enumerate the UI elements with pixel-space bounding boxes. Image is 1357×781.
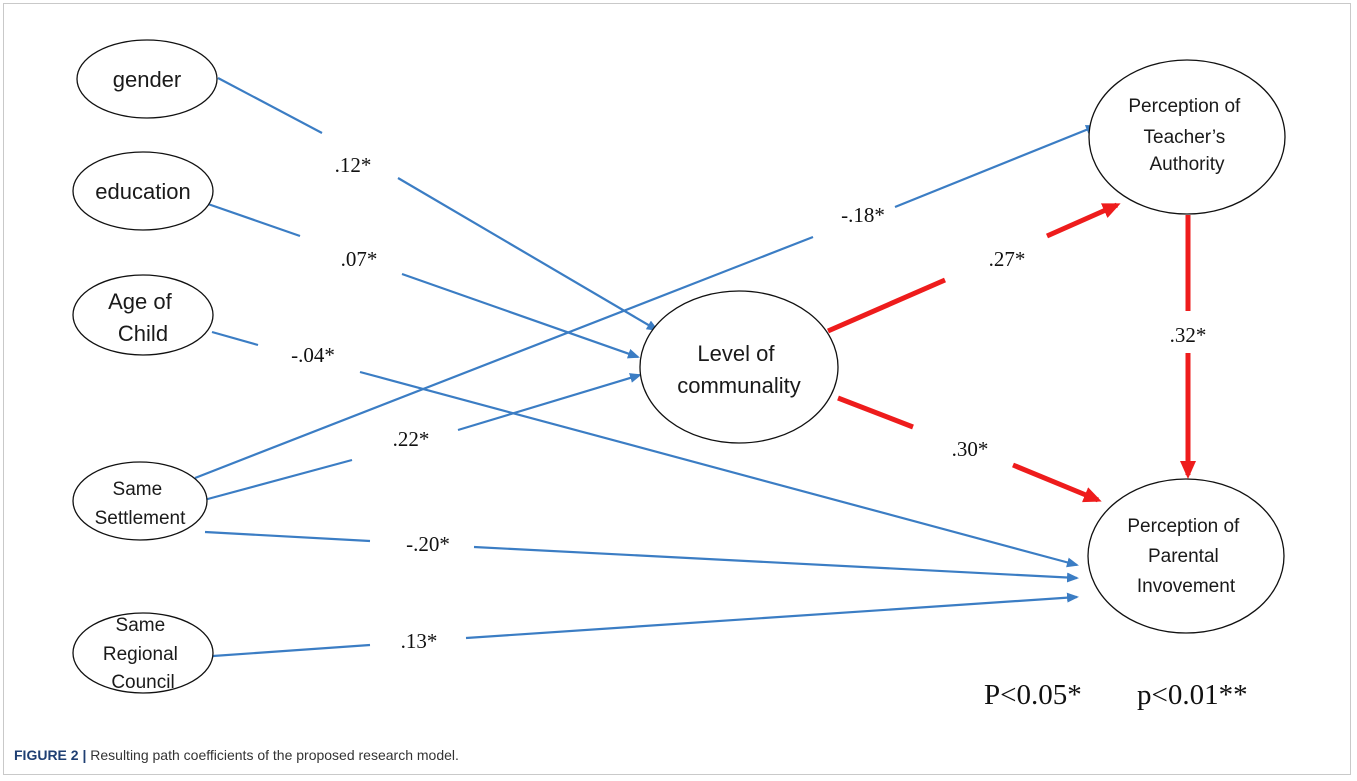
coef-age-parental: -.04* (291, 343, 335, 367)
node-education (72, 151, 214, 231)
path-education-communality-b (401, 272, 640, 359)
path-age-parental-a (211, 330, 259, 347)
figure-caption: FIGURE 2 | Resulting path coefficients o… (14, 747, 459, 763)
label-parental-involvement: Perception of Parental Invovement (1127, 516, 1244, 597)
legend-p01: p<0.01** (1137, 679, 1248, 711)
path-settlement-parental-b (473, 545, 1079, 583)
path-regional-parental-a (212, 643, 371, 658)
red-paths (827, 202, 1196, 503)
label-level-of-communality: Level of communality (677, 341, 800, 398)
path-communality-parental-a (837, 395, 914, 430)
coef-settlement-communality: .22* (393, 427, 430, 451)
legend-p05: P<0.05* (984, 679, 1082, 711)
nodes (72, 39, 1286, 694)
path-communality-parental-b (1012, 462, 1102, 503)
path-communality-teacher-a (827, 277, 946, 334)
label-age-of-child: Age of Child (108, 289, 178, 346)
caption-text: Resulting path coefficients of the propo… (86, 747, 459, 763)
coef-communality-parental: .30* (952, 437, 989, 461)
coef-settlement-teacher: -.18* (841, 203, 885, 227)
node-gender (76, 39, 218, 119)
coef-communality-teacher: .27* (989, 247, 1026, 271)
label-same-settlement: Same Settlement (95, 479, 187, 529)
node-age-of-child (72, 274, 214, 356)
label-gender: gender (113, 67, 182, 92)
blue-paths (194, 77, 1098, 658)
coef-settlement-parental: -.20* (406, 532, 450, 556)
path-age-parental-b (359, 370, 1079, 568)
label-same-regional-council: Same Regional Council (103, 615, 183, 693)
path-gender-communality-b (397, 177, 659, 332)
path-communality-teacher-b (1045, 202, 1121, 239)
path-settlement-communality-b (457, 373, 642, 432)
node-same-settlement (72, 461, 208, 541)
label-education: education (95, 179, 190, 204)
coef-teacher-parental: .32* (1170, 323, 1207, 347)
coef-gender-communality: .12* (335, 153, 372, 177)
path-settlement-communality-a (203, 458, 353, 502)
path-settlement-parental-a (204, 530, 371, 543)
path-gender-communality-a (217, 77, 323, 134)
node-level-of-communality (639, 290, 839, 444)
figure-frame (3, 3, 1351, 775)
path-settlement-teacher-b (894, 124, 1098, 209)
path-settlement-teacher-a (194, 235, 814, 480)
label-teacher-authority: Perception of Teacher’s Authority (1128, 96, 1245, 175)
path-regional-parental-b (465, 592, 1079, 640)
coef-regional-parental: .13* (401, 629, 438, 653)
path-education-communality-a (207, 202, 301, 238)
node-parental-involvement (1087, 478, 1285, 634)
caption-label: FIGURE 2 | (14, 747, 87, 763)
node-teacher-authority (1088, 59, 1286, 215)
node-same-regional-council (72, 612, 214, 694)
coef-education-communality: .07* (341, 247, 378, 271)
